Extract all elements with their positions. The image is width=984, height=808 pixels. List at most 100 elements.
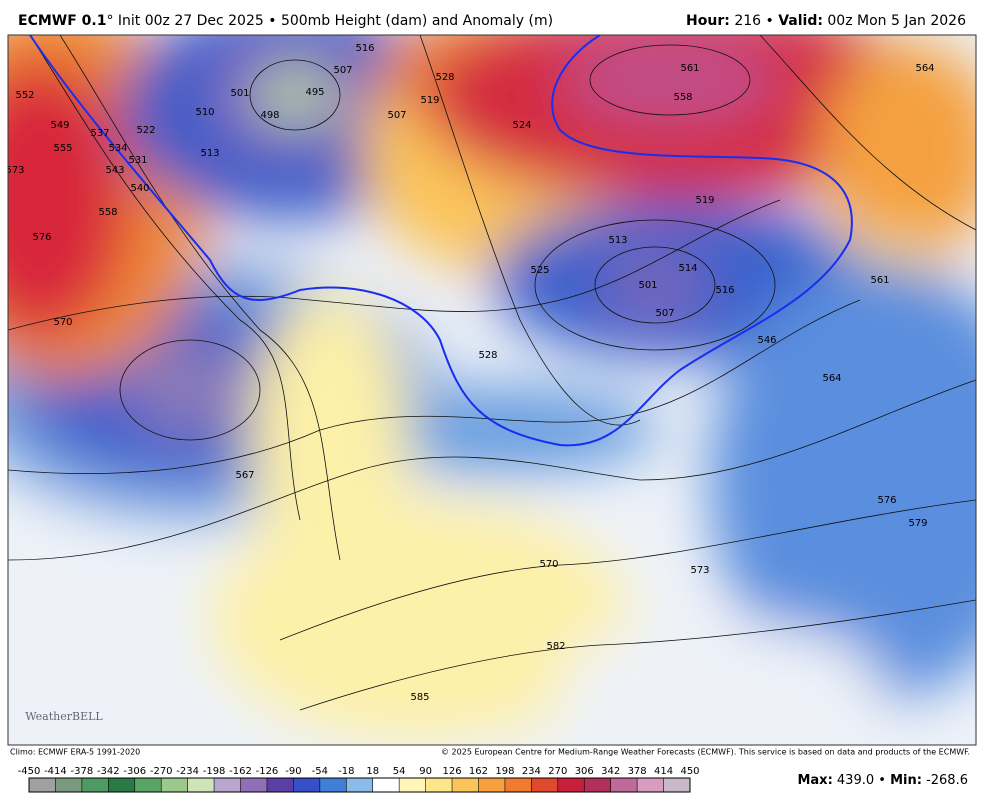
colorbar-tick-label: 162	[469, 766, 488, 777]
colorbar-band	[214, 778, 241, 792]
contour-label: 519	[420, 95, 439, 106]
contour-label: 507	[333, 65, 352, 76]
contour-label: 507	[655, 308, 674, 319]
colorbar-band	[346, 778, 373, 792]
contour-label: 552	[15, 90, 34, 101]
contour-label: 579	[908, 518, 927, 529]
contour-label: 501	[230, 88, 249, 99]
colorbar-tick-label: -270	[150, 766, 173, 777]
colorbar-tick-label: -54	[312, 766, 328, 777]
map-frame	[7, 34, 977, 746]
contour-label: 501	[638, 280, 657, 291]
colorbar-band	[55, 778, 82, 792]
contour-label: 540	[130, 183, 149, 194]
contour-label: 558	[98, 207, 117, 218]
anomaly-field	[8, 35, 976, 740]
colorbar-tick-label: 18	[366, 766, 379, 777]
contour-label: 498	[260, 110, 279, 121]
header-title: ECMWF 0.1° Init 00z 27 Dec 2025 • 500mb …	[18, 13, 553, 29]
colorbar-band	[663, 778, 690, 792]
colorbar-band	[425, 778, 453, 792]
colorbar-band	[161, 778, 188, 792]
colorbar-band	[108, 778, 135, 792]
colorbar-tick-label: -18	[338, 766, 354, 777]
colorbar-band	[187, 778, 215, 792]
contour-label: 514	[678, 263, 697, 274]
colorbar-tick-label: -90	[285, 766, 301, 777]
climo-note: Climo: ECMWF ERA-5 1991-2020	[10, 748, 140, 757]
header-valid: Hour: 216 • Valid: 00z Mon 5 Jan 2026	[686, 13, 966, 29]
colorbar-tick-label: 270	[548, 766, 567, 777]
colorbar-tick-label: -342	[97, 766, 120, 777]
colorbar: -450 -414 -378 -342 -306 -270 -234 -198 -162 -126…	[18, 766, 700, 793]
colorbar-band	[584, 778, 611, 792]
contour-label: 513	[200, 148, 219, 159]
colorbar-band	[557, 778, 585, 792]
contour-label: 507	[387, 110, 406, 121]
colorbar-tick-label: 450	[680, 766, 699, 777]
colorbar-band	[266, 778, 294, 792]
colorbar-band	[293, 778, 320, 792]
contours	[8, 35, 976, 711]
contour-label: 528	[478, 350, 497, 361]
contour-label: 495	[305, 87, 324, 98]
colorbar-tick-label: -198	[203, 766, 226, 777]
colorbar-band	[240, 778, 267, 792]
colorbar-tick-label: -126	[256, 766, 279, 777]
contour-label: 528	[435, 72, 454, 83]
contour-label: 561	[870, 275, 889, 286]
contour-label: 525	[530, 265, 549, 276]
540-contour	[29, 35, 853, 447]
colorbar-band	[504, 778, 532, 792]
contour-label: 513	[608, 235, 627, 246]
contour-label: 573	[690, 565, 709, 576]
colorbar-tick-label: -234	[176, 766, 199, 777]
colorbar-tick-label: -414	[44, 766, 67, 777]
colorbar-band	[372, 778, 400, 792]
contour-label: 576	[877, 495, 896, 506]
colorbar-tick-label: -162	[229, 766, 252, 777]
contour-label: 537	[90, 128, 109, 139]
contour-label: 516	[355, 43, 374, 54]
colorbar-tick-label: 306	[575, 766, 594, 777]
colorbar-band	[134, 778, 162, 792]
colorbar-tick-label: 234	[522, 766, 541, 777]
contour-label: 576	[32, 232, 51, 243]
contour-label: 519	[695, 195, 714, 206]
contour-label: 561	[680, 63, 699, 74]
copyright: © 2025 European Centre for Medium-Range …	[441, 748, 970, 757]
contour-label: 543	[105, 165, 124, 176]
contour-label: 534	[108, 143, 127, 154]
contour-label: 546	[757, 335, 776, 346]
colorbar-band	[399, 778, 426, 792]
contour-label: 582	[546, 641, 565, 652]
stats: Max: 439.0 • Min: -268.6	[797, 773, 968, 788]
contour-label: 524	[512, 120, 531, 131]
contour-label: 555	[53, 143, 72, 154]
colorbar-tick-label: 54	[393, 766, 406, 777]
colorbar-tick-label: 342	[601, 766, 620, 777]
colorbar-band	[637, 778, 664, 792]
contour-label: 558	[673, 92, 692, 103]
colorbar-tick-label: -450	[18, 766, 41, 777]
contour-label: 531	[128, 155, 147, 166]
colorbar-tick-label: 198	[495, 766, 514, 777]
contour-label: 585	[410, 692, 429, 703]
colorbar-tick-label: -378	[71, 766, 94, 777]
contour-label: 564	[915, 63, 934, 74]
colorbar-tick-label: -306	[123, 766, 146, 777]
contour-label: 570	[539, 559, 558, 570]
contour-label: 564	[822, 373, 841, 384]
colorbar-tick-label: 90	[419, 766, 432, 777]
logo: WeatherBELL	[25, 710, 103, 723]
colorbar-tick-label: 378	[628, 766, 647, 777]
contour-label: 573	[5, 165, 24, 176]
contour-label: 510	[195, 107, 214, 118]
colorbar-band	[531, 778, 558, 792]
colorbar-tick-label: 126	[442, 766, 461, 777]
contour-label: 522	[136, 125, 155, 136]
colorbar-tick-label: 414	[654, 766, 673, 777]
contour-label: 516	[715, 285, 734, 296]
